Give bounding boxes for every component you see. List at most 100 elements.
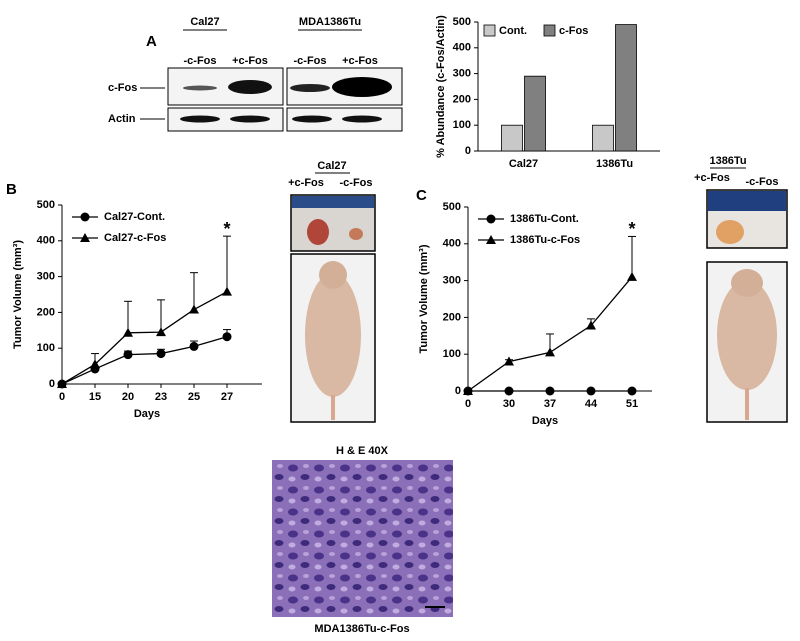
marker [486,214,496,224]
marker [545,386,555,396]
x-tick-label: 23 [155,391,167,403]
tumor-photo: Cal27 +c-Fos -c-Fos [288,160,376,423]
lane-label: -c-Fos [184,55,217,67]
band [292,115,332,123]
y-tick-label: 0 [465,145,471,157]
y-tick-label: 0 [49,378,55,390]
ruler [708,191,786,211]
marker [627,271,637,281]
legend-label: Cal27-Cont. [104,211,165,223]
row-label: Actin [108,113,136,125]
y-tick-label: 0 [455,385,461,397]
y-tick-label: 500 [443,201,461,213]
photo-label: 1386Tu [709,155,746,167]
mouse [717,280,777,390]
legend-label: 1386Tu-Cont. [510,213,579,225]
annotation: * [628,219,635,239]
band [180,115,220,123]
x-tick-label: 30 [503,398,515,410]
x-tick-label: 44 [585,398,598,410]
x-tick-label: 27 [221,391,233,403]
histology: H & E 40X MDA1386Tu-c-Fos [272,445,453,635]
image-title: H & E 40X [336,445,389,457]
bar [524,75,546,152]
y-tick-label: 100 [443,348,461,360]
line [61,291,228,385]
tumor [307,219,329,245]
y-axis-label: Tumor Volume (mm³) [418,244,430,353]
marker [80,233,90,242]
marker [627,386,637,396]
y-tick-label: 100 [37,342,55,354]
y-tick-label: 100 [453,119,471,131]
band [342,115,382,123]
western-blot: Cal27 MDA1386Tu -c-Fos +c-Fos -c-Fos +c-… [108,16,403,132]
legend-label: Cont. [499,25,527,37]
lane-label: +c-Fos [342,55,378,67]
marker [504,386,514,396]
band [228,80,272,94]
bar [615,24,637,152]
legend-label: 1386Tu-c-Fos [510,234,580,246]
tumor [349,228,363,240]
marker [545,347,555,357]
y-tick-label: 200 [443,311,461,323]
y-tick-label: 300 [453,68,471,80]
x-axis-label: Days [532,415,558,427]
panel-label: C [416,187,427,204]
legend-swatch [483,24,496,37]
y-tick-label: 300 [443,275,461,287]
x-tick-label: Cal27 [509,158,538,170]
y-tick-label: 200 [453,93,471,105]
x-tick-label: 51 [626,398,638,410]
lane-label: +c-Fos [694,172,730,184]
y-tick-label: 500 [453,16,471,28]
tumor [716,220,744,244]
legend-swatch [543,24,556,37]
marker [504,356,514,366]
y-tick-label: 300 [37,271,55,283]
marker [586,386,596,396]
x-tick-label: 0 [465,398,471,410]
ruler [292,196,374,208]
lane-label: -c-Fos [294,55,327,67]
x-tick-label: 25 [188,391,200,403]
mouse [305,273,361,397]
marker [189,304,199,314]
legend-label: c-Fos [559,25,588,37]
marker [123,327,133,337]
x-tick-label: 15 [89,391,101,403]
marker [90,359,100,369]
blot-group: Cal27 [190,16,219,28]
marker [486,235,496,244]
tumor-photo: 1386Tu +c-Fos -c-Fos [694,155,788,423]
band [290,84,330,92]
x-tick-label: 0 [59,391,65,403]
y-tick-label: 400 [453,42,471,54]
marker [156,327,166,337]
panel-label: B [6,181,17,198]
marker [586,320,596,330]
marker [463,386,473,395]
lane-label: +c-Fos [232,55,268,67]
x-tick-label: 37 [544,398,556,410]
marker [222,286,232,296]
blot-box [167,107,284,132]
mouse [731,269,763,297]
y-axis-label: % Abundance (c-Fos/Actin) [435,15,447,158]
bar [592,124,614,152]
histology-image [272,460,453,617]
marker [222,332,232,342]
bar [501,124,523,152]
x-tick-label: 1386Tu [596,158,633,170]
y-tick-label: 400 [443,238,461,250]
legend-label: Cal27-c-Fos [104,232,166,244]
marker [80,212,90,222]
blot-group: MDA1386Tu [299,16,361,28]
marker [156,349,166,359]
lane-label: +c-Fos [288,177,324,189]
annotation: * [223,219,230,239]
lane-label: -c-Fos [340,177,373,189]
x-axis-label: Days [134,408,160,420]
